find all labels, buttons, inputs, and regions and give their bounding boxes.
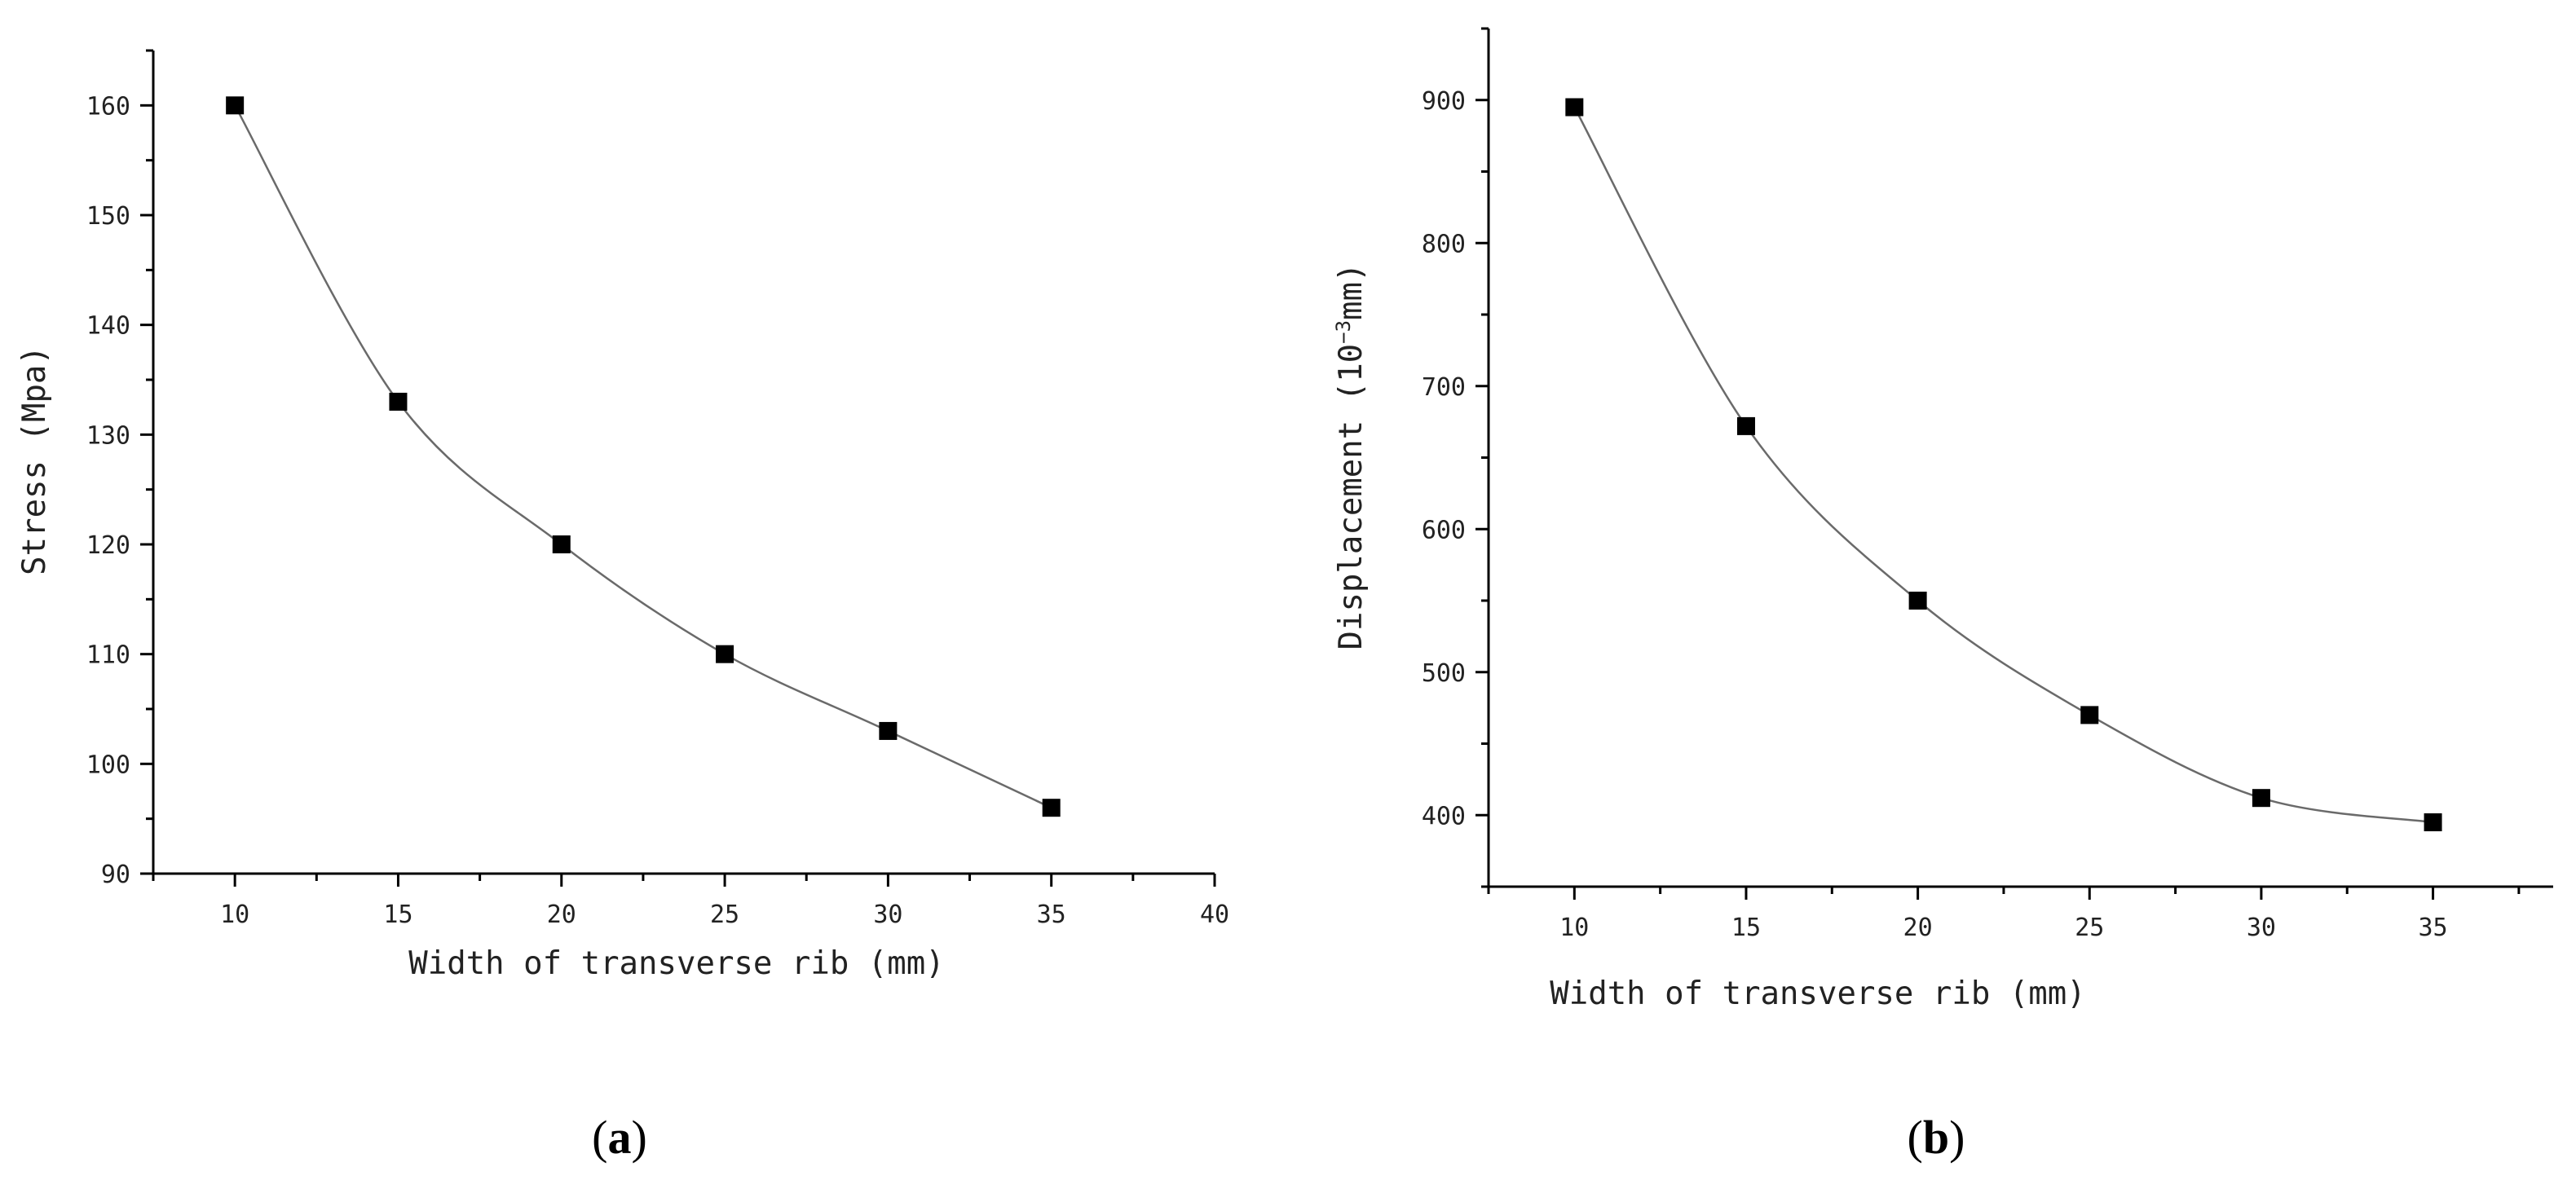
chart-a-data-point: [716, 645, 734, 663]
chart-b-y-axis-title: Displacement (10−3mm): [1332, 262, 1370, 650]
chart-b-y-axis-title-sup: −3: [1332, 320, 1355, 344]
chart-b-y-axis-title-main: Displacement (10: [1333, 344, 1370, 650]
panel-a-label-open: (: [592, 1111, 607, 1164]
chart-b-data-point: [1908, 592, 1927, 610]
chart-b-y-tick-label: 700: [1422, 373, 1466, 402]
chart-b-y-tick-label: 900: [1422, 87, 1466, 116]
chart-b-x-tick-label: 15: [1731, 914, 1761, 942]
chart-a-data-point: [552, 535, 571, 553]
chart-a-data-point: [389, 392, 408, 411]
panel-b-label-letter: b: [1923, 1111, 1949, 1164]
chart-b-y-tick-label: 400: [1422, 802, 1466, 830]
chart-b-series: [1565, 98, 2442, 832]
chart-a-y-tick-label: 120: [86, 531, 130, 560]
chart-a-data-point: [879, 721, 898, 740]
panel-b-label-open: (: [1908, 1111, 1923, 1164]
chart-b-y-tick-label: 500: [1422, 659, 1466, 688]
chart-b-data-point: [2252, 789, 2270, 808]
chart-a-data-point: [1042, 799, 1061, 817]
chart-a-y-tick-label: 130: [86, 421, 130, 450]
chart-a-y-tick-label: 150: [86, 202, 130, 231]
chart-a-svg: 10 15 20 25 30 35 40 90 100 110 120 130 140 150 160 Wi…: [16, 49, 1229, 1164]
chart-a-y-tick-label: 140: [86, 312, 130, 341]
chart-b-x-tick-label: 20: [1903, 914, 1933, 942]
chart-a-x-tick-label: 25: [710, 901, 739, 929]
chart-b-x-tick-label: 25: [2075, 914, 2104, 942]
chart-b-x-tick-label: 30: [2247, 914, 2276, 942]
panel-a-label-close: ): [632, 1111, 647, 1164]
chart-a-axes: 10 15 20 25 30 35 40 90 100 110 120 130 140 150 160: [86, 49, 1229, 929]
chart-a-series-line: [234, 104, 1052, 809]
chart-a-x-tick-label: 35: [1037, 901, 1066, 929]
chart-a-x-tick-label: 40: [1200, 901, 1229, 929]
chart-b-y-tick-label: 600: [1422, 516, 1466, 544]
chart-a-y-tick-label: 100: [86, 751, 130, 779]
chart-b-panel-label: (b): [1908, 1111, 1965, 1164]
chart-b-y-axis-title-tail: mm): [1333, 262, 1370, 319]
chart-a-y-tick-label: 110: [86, 641, 130, 670]
chart-b-x-tick-label: 35: [2418, 914, 2447, 942]
chart-a-y-axis-title: Stress (Mpa): [16, 346, 53, 575]
chart-a-x-tick-label: 10: [220, 901, 249, 929]
panel-a-label-letter: a: [608, 1111, 632, 1164]
chart-b-data-point: [1736, 416, 1755, 435]
chart-b-x-axis-title: Width of transverse rib (mm): [1550, 975, 2085, 1012]
chart-panel-a: 10 15 20 25 30 35 40 90 100 110 120 130 140 150 160 Wi…: [16, 49, 1229, 1164]
chart-b-axes: 10 15 20 25 30 35 400 500 600 700 800 900: [1422, 27, 2553, 942]
chart-b-series-line: [1573, 106, 2433, 824]
chart-a-x-tick-label: 30: [873, 901, 902, 929]
chart-b-svg: 10 15 20 25 30 35 400 500 600 700 800 900 Width of …: [1332, 27, 2553, 1164]
panel-b-label-close: ): [1949, 1111, 1965, 1164]
chart-b-data-point: [2080, 706, 2099, 724]
chart-a-x-tick-label: 20: [547, 901, 576, 929]
chart-b-x-tick-label: 10: [1559, 914, 1589, 942]
chart-b-data-point: [1565, 98, 1584, 117]
chart-a-x-tick-label: 15: [383, 901, 412, 929]
chart-b-data-point: [2424, 813, 2442, 832]
chart-b-y-tick-label: 800: [1422, 230, 1466, 258]
chart-a-data-point: [226, 96, 245, 115]
chart-a-y-tick-label: 160: [86, 92, 130, 121]
chart-panel-b: 10 15 20 25 30 35 400 500 600 700 800 900 Width of …: [1288, 0, 2576, 1189]
chart-a-panel-label: (a): [592, 1111, 647, 1164]
chart-a-series: [226, 96, 1061, 817]
chart-a-x-axis-title: Width of transverse rib (mm): [408, 945, 944, 982]
chart-a-y-tick-label: 90: [101, 861, 130, 889]
